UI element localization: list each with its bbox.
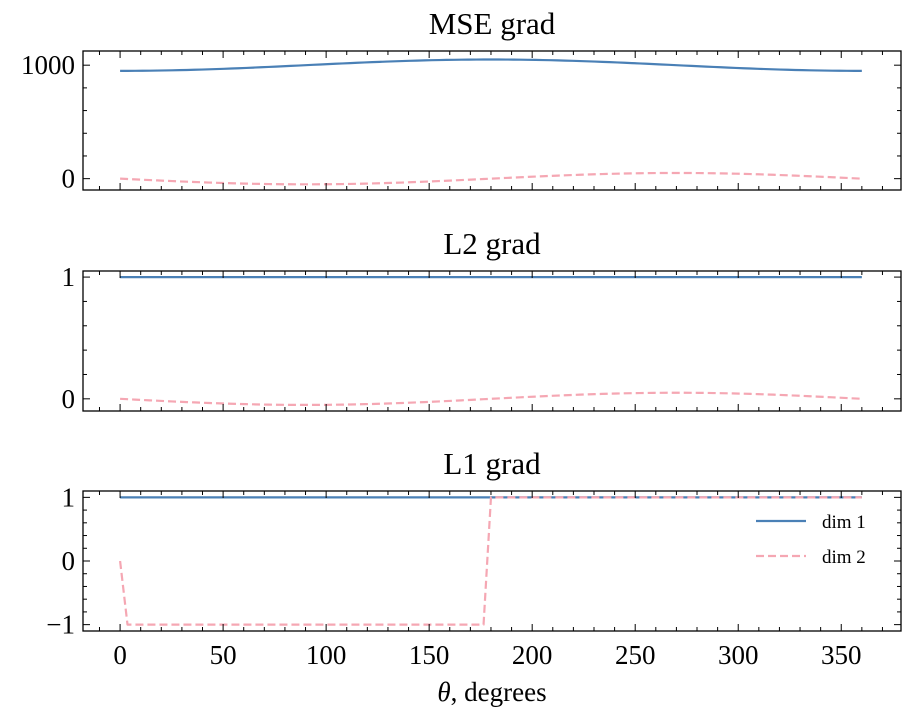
panel-mse-grad: MSE grad 0 1000 xyxy=(21,6,902,194)
title-l2-grad: L2 grad xyxy=(443,226,541,261)
x-tick-label: 0 xyxy=(113,640,127,670)
x-tick-label: 150 xyxy=(409,640,450,670)
x-tick-label: 200 xyxy=(512,640,553,670)
series-line-dim2 xyxy=(120,391,862,407)
axes-frame xyxy=(82,490,902,632)
x-axis-label: θ, degrees xyxy=(437,677,546,707)
series-group xyxy=(118,496,862,626)
x-tick-label: 250 xyxy=(615,640,656,670)
legend-dim2-label: dim 2 xyxy=(822,547,866,568)
y-tick-label: 0 xyxy=(62,164,76,194)
panel-l1-grad: L1 grad θ, degrees −1 0 1 0 50 100 150 200 250 30… xyxy=(46,446,902,707)
y-tick-label: 0 xyxy=(62,384,76,414)
y-tick-label: 1 xyxy=(62,482,76,512)
series-line-dim2 xyxy=(118,496,862,626)
y-tick-label: 1 xyxy=(62,262,76,292)
x-axis-label-rest: , degrees xyxy=(451,677,547,707)
legend: dim 1 dim 2 xyxy=(756,512,866,568)
axes-frame xyxy=(82,50,902,191)
x-tick-label: 300 xyxy=(718,640,759,670)
series-group xyxy=(120,275,862,407)
series-line-dim2 xyxy=(120,171,862,186)
y-tick-label: 0 xyxy=(62,546,76,576)
x-tick-label: 100 xyxy=(306,640,347,670)
y-tick-label: 1000 xyxy=(21,50,75,80)
title-l1-grad: L1 grad xyxy=(443,446,541,481)
axes-frame xyxy=(82,270,902,412)
title-mse-grad: MSE grad xyxy=(429,6,556,41)
legend-dim1-label: dim 1 xyxy=(822,512,866,533)
x-tick-label: 350 xyxy=(821,640,862,670)
series-group xyxy=(120,58,862,186)
x-tick-label: 50 xyxy=(210,640,237,670)
series-line-dim1 xyxy=(120,58,862,72)
x-axis-label-theta: θ xyxy=(437,677,450,707)
panel-l2-grad: L2 grad 0 1 xyxy=(62,226,902,414)
y-tick-label: −1 xyxy=(46,610,75,640)
